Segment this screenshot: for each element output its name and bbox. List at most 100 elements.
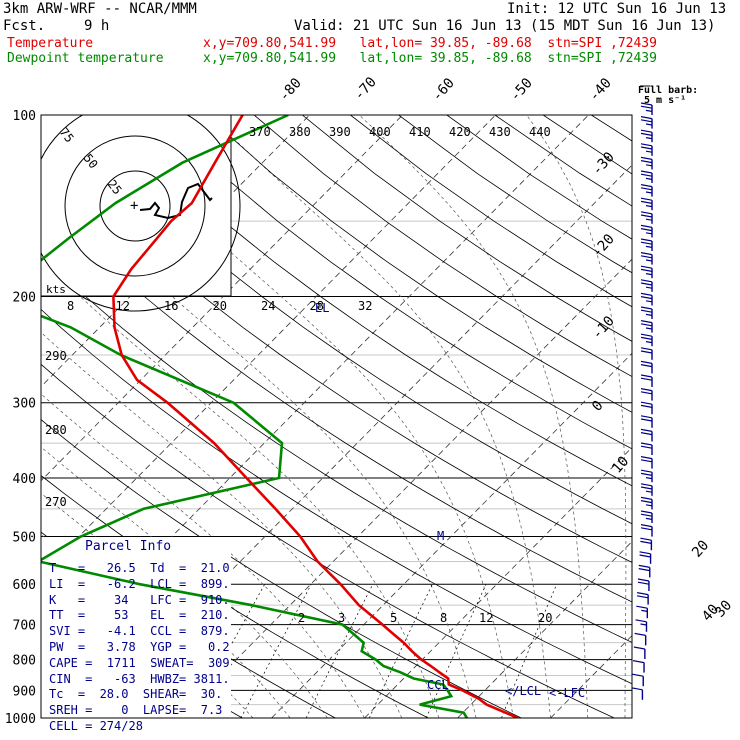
mixing-ratio-label: 8 <box>440 611 447 625</box>
parcel-info-row: CIN = -63 HWBZ= 3811. <box>49 671 230 686</box>
theta-label: 420 <box>449 125 471 139</box>
theta-label: 400 <box>369 125 391 139</box>
m-label: M <box>437 529 444 543</box>
dry-adiabat-line <box>41 419 522 718</box>
wind-barb-half <box>645 327 653 330</box>
pressure-tick-label: 200 <box>13 291 36 306</box>
wind-barb-flag <box>640 432 653 436</box>
hodograph-axis-tick: 32 <box>358 299 372 313</box>
valid-time: Valid: 21 UTC Sun 16 Jun 13 (15 MDT Sun … <box>294 18 716 34</box>
isotherm-label: -70 <box>351 74 380 104</box>
wind-barb-flag <box>640 472 653 476</box>
wind-barb-flag <box>640 418 653 422</box>
wind-barb-flag <box>640 296 653 300</box>
wind-barb-flag <box>640 333 653 337</box>
plot-frame <box>40 114 633 719</box>
wind-barb-flag <box>640 513 653 517</box>
mixing-ratio-label: 3 <box>338 611 345 625</box>
wind-barb-flag <box>640 228 653 232</box>
wind-barb-flag <box>640 469 653 473</box>
parcel-info-row: SVI = -4.1 CCL = 879. <box>49 624 230 639</box>
wind-barb-flag <box>640 306 653 310</box>
mixing-ratio-line <box>305 584 374 718</box>
wind-barb-flag <box>640 187 653 191</box>
wind-barb-flag <box>640 459 653 463</box>
dry-adiabat-line <box>157 115 632 450</box>
isotherm-label: -40 <box>586 75 615 105</box>
mixing-ratio-label: 5 <box>390 611 397 625</box>
wind-barb-flag <box>640 119 653 123</box>
moist-adiabat-line <box>41 492 291 718</box>
wind-barb-flag <box>632 673 644 677</box>
wind-barb-flag <box>637 595 649 599</box>
wind-barb-flag <box>640 445 653 449</box>
isotherm-line <box>737 115 740 718</box>
theta-label: 370 <box>249 125 271 139</box>
wind-barb-flag <box>640 146 653 150</box>
isotherm-label: 10 <box>609 453 632 476</box>
wind-barb-flag <box>640 211 653 215</box>
dry-adiabat-line <box>446 115 632 240</box>
hodograph-axis-tick: 24 <box>261 299 275 313</box>
wind-barb-flag <box>640 377 653 381</box>
dry-adiabat-line <box>41 199 632 603</box>
isotherm-line <box>644 115 740 718</box>
wind-barb-half <box>640 623 647 626</box>
wind-barb-flag <box>640 143 653 147</box>
parcel-info-title: Parcel Info <box>85 539 172 554</box>
moist-adiabat-line <box>359 115 589 718</box>
moist-adiabat-line <box>41 331 403 718</box>
wind-barb-half <box>645 259 653 262</box>
wind-barb-half <box>645 123 653 126</box>
wind-barb-half <box>641 609 648 612</box>
wind-barb-flag <box>640 486 653 490</box>
wind-barb-flag <box>631 687 643 691</box>
dry-adiabat-line <box>591 115 632 142</box>
theta-label: 410 <box>409 125 431 139</box>
wind-barb-flag <box>639 554 651 558</box>
wind-barb-flag <box>635 619 647 623</box>
hodograph-axis-tick: 20 <box>213 299 227 313</box>
wind-barb-half <box>645 517 653 520</box>
wind-barb-half <box>645 191 653 194</box>
wind-barb-half <box>645 164 653 167</box>
dry-adiabat-line <box>205 115 632 413</box>
lfc-label: <-LFC <box>549 686 585 700</box>
wind-barb-flag <box>640 500 653 504</box>
wind-barb-half <box>645 300 653 303</box>
parcel-info-row: TT = 53 EL = 210. <box>49 608 230 623</box>
dry-adiabat-line <box>350 115 632 308</box>
pressure-tick-label: 300 <box>13 397 36 412</box>
wind-barb-flag <box>640 132 653 136</box>
pressure-tick-label: 800 <box>13 654 36 669</box>
mixing-ratio-line <box>425 584 487 718</box>
wind-barb-flag <box>632 660 645 664</box>
wind-barb-flag <box>640 442 653 446</box>
wind-barb-half <box>645 150 653 153</box>
wind-barb-flag <box>640 483 653 487</box>
wind-barb-flag <box>640 252 653 256</box>
model-title: 3km ARW-WRF -- NCAR/MMM <box>3 1 197 17</box>
wind-barb-flag <box>640 265 653 269</box>
wind-barb-flag <box>640 347 653 351</box>
wind-barb-flag <box>640 156 653 160</box>
wind-barb-flag <box>640 197 653 201</box>
theta-label: 270 <box>45 495 67 509</box>
wind-barb-half <box>645 232 653 235</box>
wind-barb-half <box>645 286 653 289</box>
pressure-tick-label: 700 <box>13 619 36 634</box>
parcel-info-box: Parcel Info T = 26.5 Td = 21.0 LI = -6.2 … <box>41 537 231 734</box>
wind-barb-half <box>645 504 653 507</box>
wind-barb-flag <box>640 350 653 354</box>
dry-adiabat-line <box>639 115 740 718</box>
dry-adiabat-line <box>688 115 740 718</box>
wind-barb-flag <box>640 388 653 392</box>
theta-label: 430 <box>489 125 511 139</box>
dry-adiabat-line <box>494 115 632 207</box>
wind-barb-flag <box>640 224 653 228</box>
moist-adiabat-line <box>41 258 440 718</box>
wind-barb-flag <box>637 581 650 585</box>
wind-barb-flag <box>640 129 653 133</box>
fcst-value: 9 h <box>84 18 110 34</box>
